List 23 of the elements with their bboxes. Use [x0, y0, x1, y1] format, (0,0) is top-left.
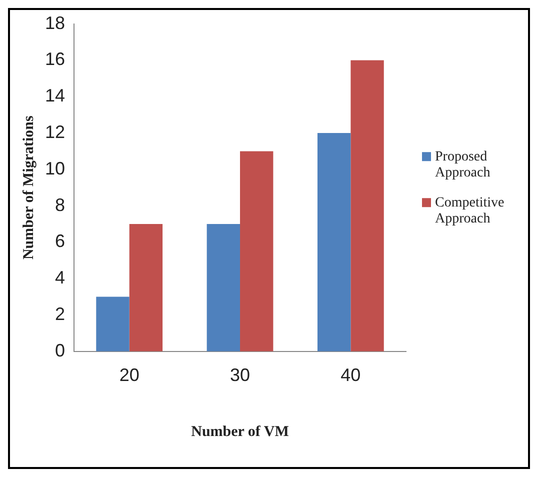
legend-label: Competitive Approach: [435, 195, 504, 226]
bar: [206, 224, 240, 352]
y-tick-label: 12: [44, 122, 66, 142]
y-tick-label: 18: [44, 12, 66, 33]
y-tick-label: 4: [55, 268, 66, 288]
bar: [240, 151, 274, 352]
legend-label: Proposed Approach: [435, 149, 490, 180]
x-axis-title: Number of VM: [191, 424, 289, 440]
x-tick-label: 40: [340, 365, 361, 386]
bar: [350, 60, 384, 352]
y-axis-title: Number of Migrations: [20, 116, 37, 260]
x-tick-label: 30: [230, 365, 250, 386]
bar: [317, 133, 351, 352]
y-tick-label: 2: [55, 304, 66, 324]
bar: [129, 224, 163, 352]
y-tick-label: 6: [55, 231, 66, 252]
y-tick-label: 10: [44, 158, 66, 178]
y-tick-label: 14: [44, 86, 66, 106]
y-tick-label: 8: [55, 194, 66, 215]
y-tick-label: 16: [44, 49, 66, 70]
y-tick-label: 0: [55, 340, 66, 360]
x-tick-label: 20: [119, 365, 140, 386]
bar: [96, 296, 130, 352]
